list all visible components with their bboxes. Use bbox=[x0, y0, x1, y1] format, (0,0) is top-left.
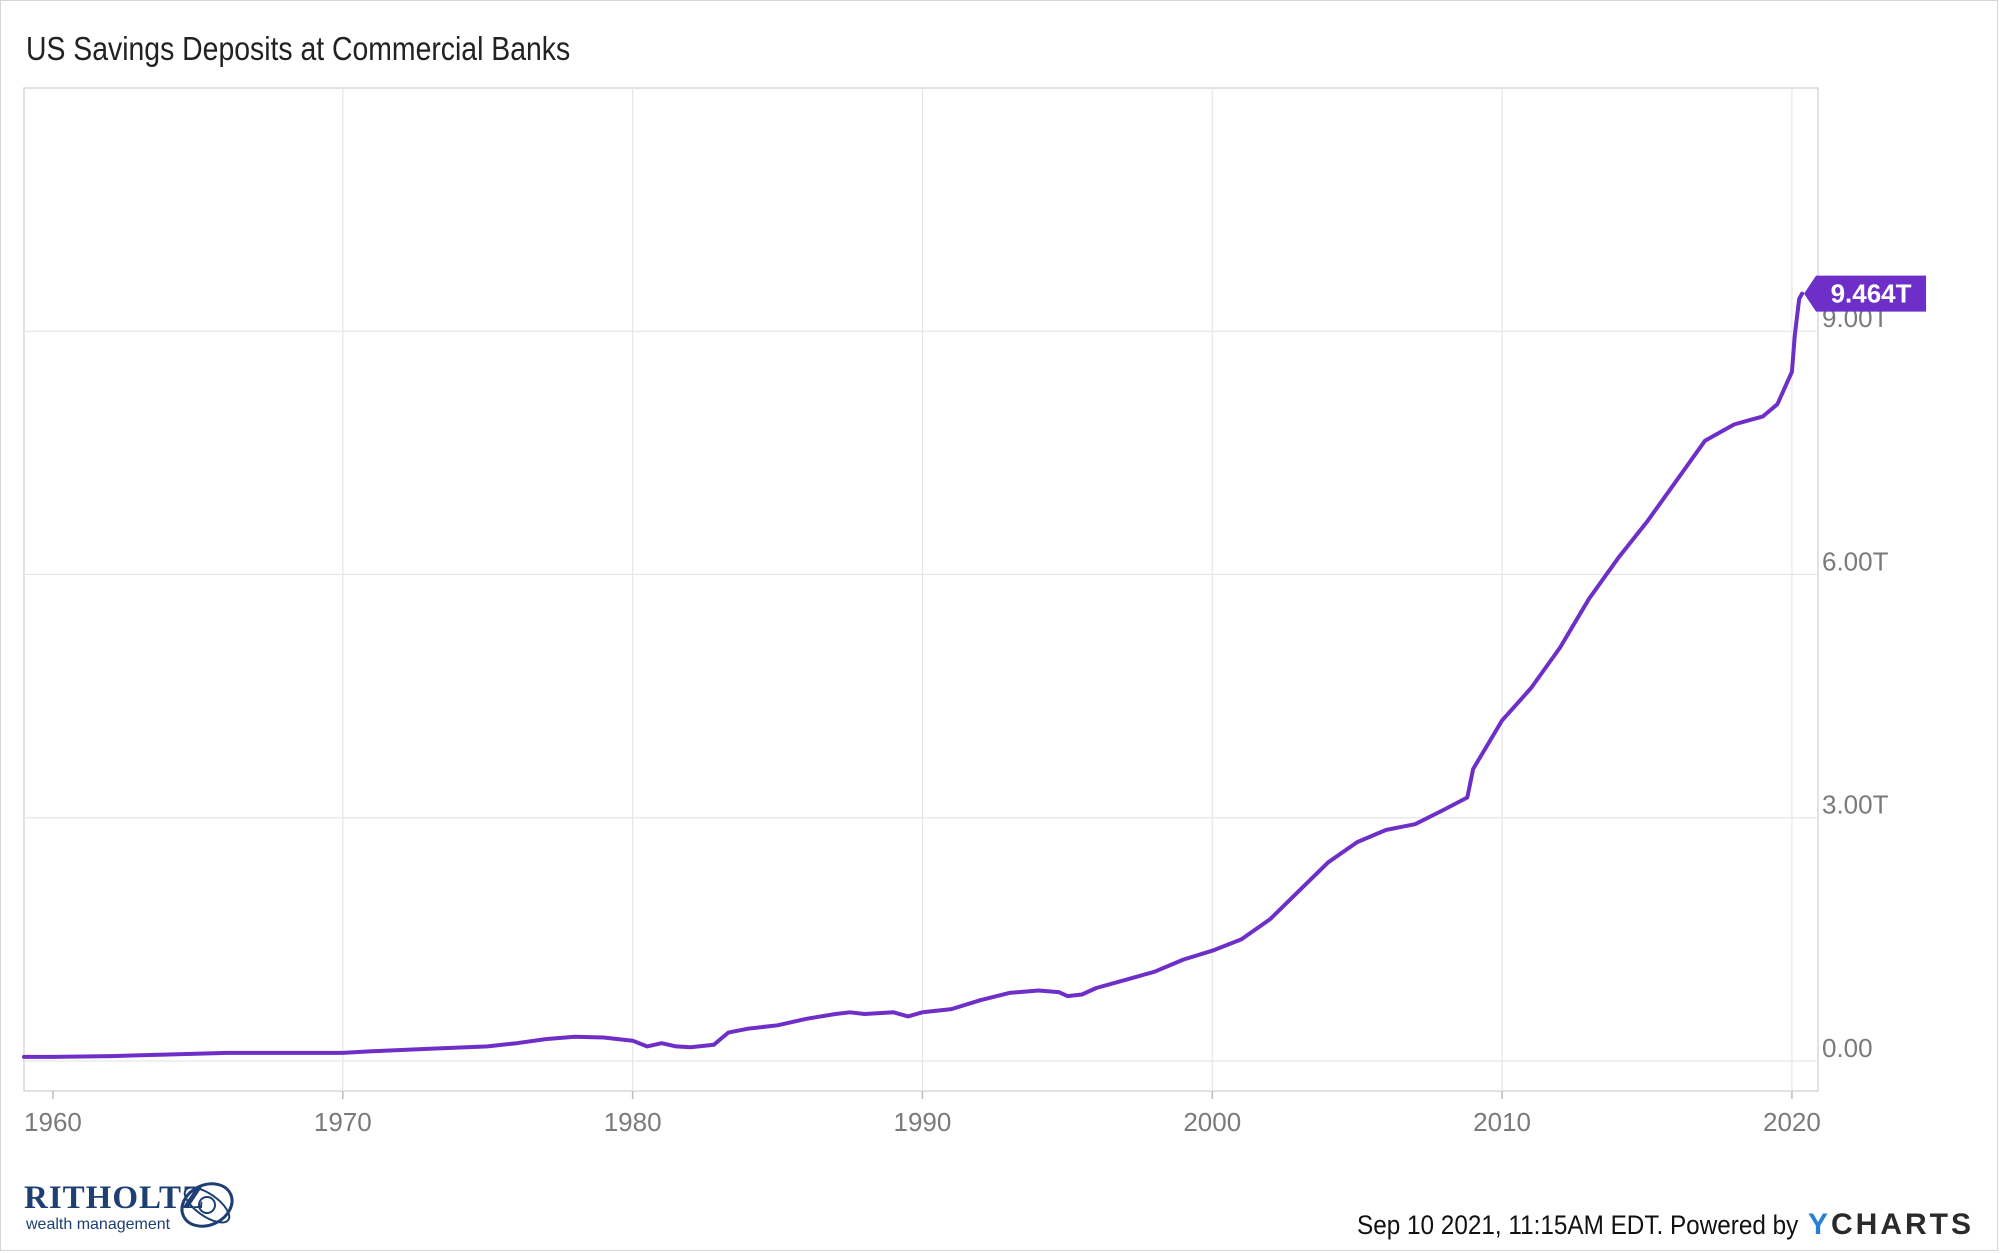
x-tick-label: 1970 bbox=[314, 1107, 372, 1137]
ycharts-y: Y bbox=[1807, 1208, 1831, 1241]
footer-timestamp: Sep 10 2021, 11:15AM EDT. Powered by bbox=[1356, 1209, 1798, 1240]
series-layer bbox=[22, 291, 1805, 1059]
x-tick-label: 1980 bbox=[604, 1107, 662, 1137]
x-tick-label: 1960 bbox=[24, 1107, 82, 1137]
grid-lines bbox=[24, 88, 1818, 1091]
ycharts-logo[interactable]: YCHARTS bbox=[1808, 1208, 1974, 1242]
y-tick-label: 3.00T bbox=[1822, 790, 1889, 820]
logo-subtitle: wealth management bbox=[26, 1216, 171, 1233]
x-tick-label: 1990 bbox=[894, 1107, 952, 1137]
ritholtz-logo: RITHOLTZ wealth management bbox=[24, 1176, 254, 1246]
logo-globe-icon bbox=[180, 1182, 234, 1228]
x-axis: 1960 1970 1980 1990 2000 2010 2020 bbox=[24, 1091, 1821, 1137]
plot-area bbox=[23, 87, 1819, 1092]
ycharts-wordmark: CHARTS bbox=[1831, 1208, 1974, 1241]
chart-title: US Savings Deposits at Commercial Banks bbox=[26, 30, 571, 67]
y-tick-label: 6.00T bbox=[1822, 546, 1889, 576]
series-line bbox=[22, 291, 1805, 1059]
x-tick-label: 2000 bbox=[1183, 1107, 1241, 1137]
x-tick-label: 2010 bbox=[1473, 1107, 1531, 1137]
y-tick-label: 0.00 bbox=[1822, 1033, 1873, 1063]
x-tick-label: 2020 bbox=[1763, 1107, 1821, 1137]
logo-name: RITHOLTZ bbox=[24, 1180, 206, 1216]
footer: Sep 10 2021, 11:15AM EDT. Powered by YCH… bbox=[1308, 1208, 1974, 1242]
end-label-box bbox=[1804, 275, 1927, 312]
end-value-label: 9.464T bbox=[1804, 275, 1927, 312]
end-label-text: 9.464T bbox=[1831, 279, 1912, 309]
